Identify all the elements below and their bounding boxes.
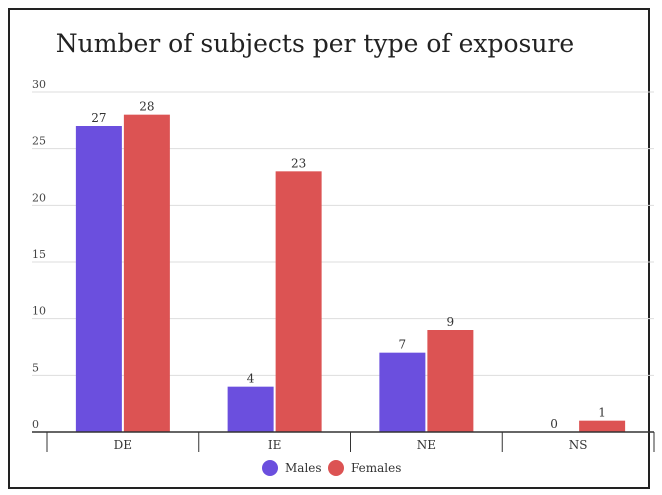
data-label-males-ns: 0 bbox=[550, 417, 558, 431]
bar-females-ne bbox=[427, 330, 474, 432]
data-label-females-de: 28 bbox=[139, 100, 154, 114]
legend-item-females[interactable]: Females bbox=[328, 460, 401, 476]
legend[interactable]: Males Females bbox=[262, 460, 401, 476]
bars bbox=[75, 114, 626, 433]
data-label-females-ns: 1 bbox=[598, 406, 606, 420]
x-tick-label-ne: NE bbox=[417, 438, 436, 452]
bar-females-ns bbox=[579, 420, 626, 432]
x-axis: DE IE NE NS bbox=[32, 431, 655, 452]
x-tick-label-ie: IE bbox=[268, 438, 282, 452]
data-label-males-ie: 4 bbox=[247, 372, 255, 386]
bar-males-ie bbox=[227, 386, 274, 432]
legend-swatch-females bbox=[328, 460, 344, 476]
data-label-males-de: 27 bbox=[91, 111, 106, 125]
y-tick-label-15: 15 bbox=[32, 248, 46, 261]
data-labels: 27 28 4 23 7 9 0 1 bbox=[91, 100, 606, 431]
legend-label-males: Males bbox=[285, 461, 322, 475]
y-tick-label-25: 25 bbox=[32, 135, 46, 148]
bar-males-ne bbox=[379, 352, 426, 432]
y-tick-label-20: 20 bbox=[32, 191, 46, 204]
y-axis: 0 5 10 15 20 25 30 bbox=[32, 78, 46, 431]
bar-females-ie bbox=[275, 171, 322, 433]
legend-item-males[interactable]: Males bbox=[262, 460, 322, 476]
y-tick-label-10: 10 bbox=[32, 305, 46, 318]
data-label-females-ie: 23 bbox=[291, 156, 306, 170]
x-tick-label-de: DE bbox=[114, 438, 132, 452]
y-tick-label-30: 30 bbox=[32, 78, 46, 91]
data-label-females-ne: 9 bbox=[447, 315, 455, 329]
bar-males-de bbox=[75, 126, 122, 432]
x-tick-label-ns: NS bbox=[569, 438, 588, 452]
y-tick-label-0: 0 bbox=[32, 418, 39, 431]
chart-title: Number of subjects per type of exposure bbox=[56, 29, 574, 58]
y-tick-label-5: 5 bbox=[32, 361, 39, 374]
legend-swatch-males bbox=[262, 460, 278, 476]
data-label-males-ne: 7 bbox=[399, 338, 407, 352]
bar-females-de bbox=[123, 114, 170, 433]
legend-label-females: Females bbox=[351, 461, 401, 475]
